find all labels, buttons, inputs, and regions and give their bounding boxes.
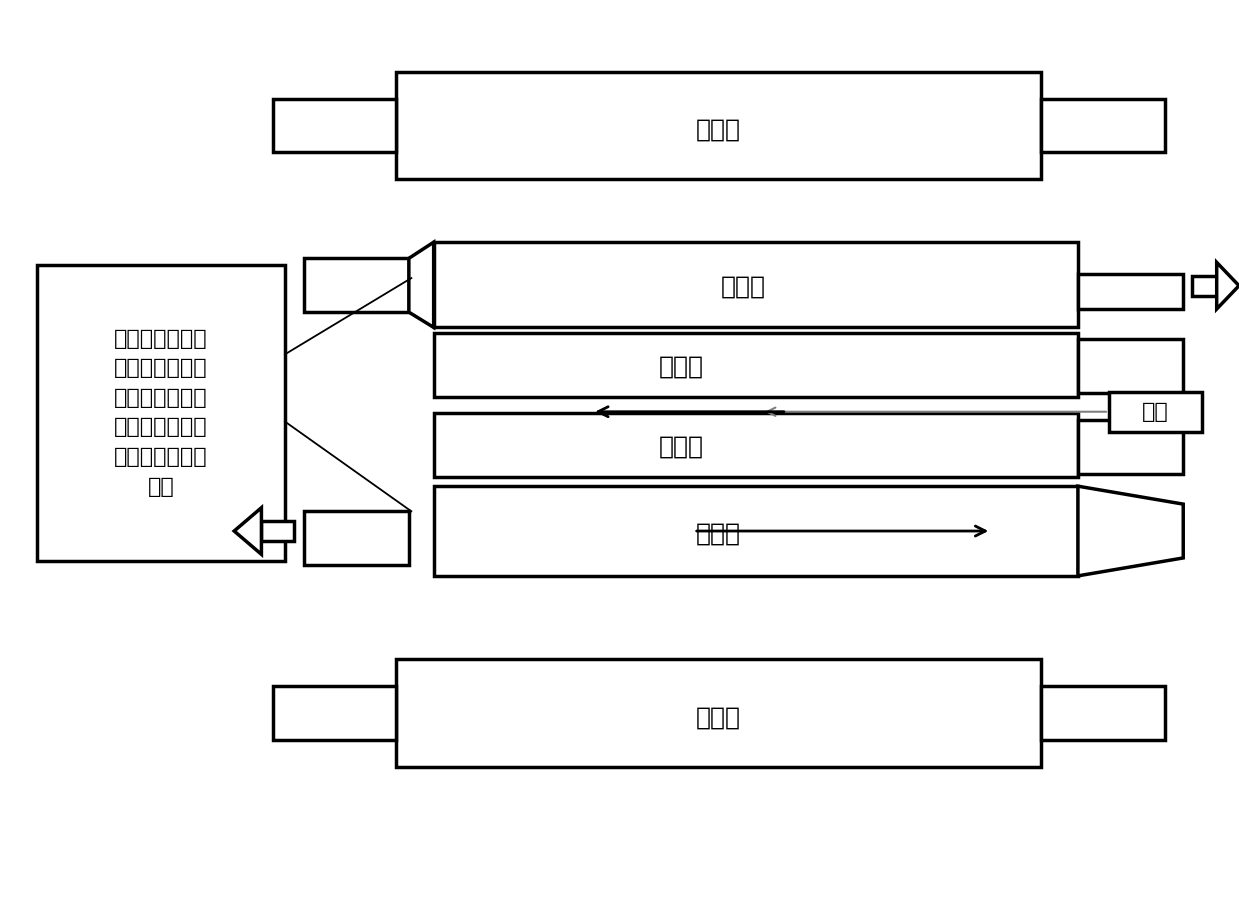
Bar — [434, 242, 1078, 327]
Bar — [1041, 686, 1165, 740]
Bar — [434, 413, 1078, 477]
Bar — [304, 258, 409, 312]
Text: 工作辗: 工作辗 — [659, 435, 704, 458]
Bar — [37, 265, 285, 561]
Bar — [396, 72, 1041, 179]
Bar — [1078, 420, 1183, 474]
Bar — [396, 659, 1041, 767]
Polygon shape — [1078, 486, 1183, 576]
Polygon shape — [1217, 263, 1239, 309]
Bar — [1041, 99, 1165, 152]
Text: 带锂: 带锂 — [1142, 402, 1168, 422]
Bar — [1078, 274, 1183, 309]
Bar — [434, 486, 1078, 576]
Bar — [1192, 276, 1217, 296]
Bar — [1109, 392, 1202, 432]
Text: 支撑辗: 支撑辗 — [696, 706, 741, 729]
Bar — [1078, 339, 1183, 393]
Bar — [434, 333, 1078, 397]
Bar — [273, 686, 396, 740]
Bar — [261, 521, 294, 541]
Text: 中间辗: 中间辗 — [721, 275, 766, 299]
Text: 支撑辗: 支撑辗 — [696, 118, 741, 142]
Bar — [304, 511, 409, 565]
Text: 中间辗: 中间辗 — [696, 522, 741, 545]
Text: 通过中间辗横移
来减小工作辗与
支撑辗间的间接
接触长度使之与
带锂的长度基本
相等: 通过中间辗横移 来减小工作辗与 支撑辗间的间接 接触长度使之与 带锂的长度基本 … — [114, 328, 208, 497]
Polygon shape — [409, 242, 434, 327]
Text: 工作辗: 工作辗 — [659, 355, 704, 379]
Bar — [273, 99, 396, 152]
Polygon shape — [234, 508, 261, 554]
